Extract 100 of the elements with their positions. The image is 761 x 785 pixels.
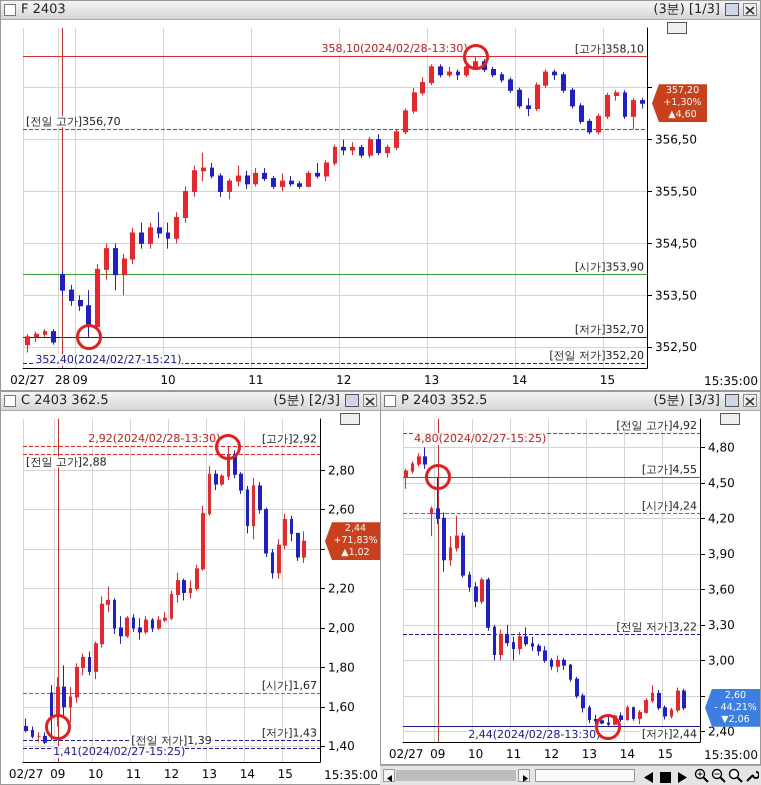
ref-line-label: [전일 저가]1,39: [131, 734, 212, 748]
candlestick: [306, 170, 311, 187]
candlestick: [556, 655, 560, 673]
candlestick: [43, 328, 47, 338]
candlestick: [486, 577, 490, 632]
x-tick-label: 10: [160, 373, 176, 387]
annotation: 2,92(2024/02/28-13:30): [88, 432, 220, 445]
x-tick-label: 11: [248, 373, 264, 387]
candlestick: [442, 512, 446, 572]
candlestick: [436, 476, 440, 525]
x-tick-label: 12: [544, 747, 560, 761]
candlestick: [626, 704, 629, 722]
annotation: 4,80(2024/02/27-15:25): [414, 432, 546, 446]
x-tick-label: 10: [468, 747, 484, 761]
candlestick: [245, 170, 250, 190]
candlestick: [113, 598, 116, 634]
y-tick-label: 353,50: [655, 288, 697, 302]
candlestick: [341, 139, 346, 156]
candlestick: [183, 186, 188, 224]
candlestick: [106, 586, 110, 613]
candlestick: [113, 242, 118, 291]
candlestick: [220, 474, 224, 487]
candlestick: [333, 144, 337, 166]
price-tag: 357,20 +1,30% ▲4,60: [652, 84, 707, 122]
candlestick: [640, 98, 645, 109]
candlestick: [455, 516, 459, 552]
candlestick: [614, 90, 619, 102]
x-tick-label: 13: [424, 373, 440, 387]
candlestick: [429, 64, 434, 86]
candlestick: [632, 706, 635, 722]
candlestick: [189, 580, 192, 599]
x-tick-label: 14: [512, 373, 528, 387]
x-tick-label: 02/27: [388, 747, 424, 761]
candlestick: [239, 472, 243, 494]
candlestick: [581, 692, 585, 713]
candlestick: [25, 334, 30, 353]
candlestick: [88, 651, 91, 676]
x-tick-label: 14: [240, 767, 255, 781]
y-tick-label: 1,80: [328, 660, 355, 674]
candlestick: [227, 446, 230, 481]
candlestick: [60, 271, 65, 296]
candlestick: [100, 596, 104, 648]
candlestick: [252, 478, 255, 540]
candlestick: [376, 134, 381, 156]
candlestick: [561, 72, 566, 94]
candlestick: [596, 113, 601, 135]
candlestick: [594, 714, 598, 725]
candlestick: [218, 172, 223, 198]
candlestick: [499, 629, 503, 661]
candlestick: [447, 66, 452, 78]
chart-subtitle: (5분) [2/3]: [273, 392, 340, 410]
candlestick: [543, 69, 548, 88]
candlestick: [280, 172, 285, 192]
candlestick: [69, 686, 72, 724]
candlestick: [493, 624, 496, 661]
candlestick: [302, 530, 306, 564]
candlestick: [456, 69, 460, 80]
candlestick: [31, 726, 34, 739]
candlestick: [359, 144, 364, 158]
candlestick: [531, 636, 534, 652]
candlestick: [208, 466, 211, 516]
candlestick: [575, 676, 579, 699]
chart-subtitle: (5분) [3/3]: [653, 392, 720, 410]
candlestick: [350, 142, 355, 156]
candlestick: [43, 732, 47, 745]
candlestick: [95, 264, 100, 327]
ref-line-label: [전일 저가]352,20: [549, 348, 644, 362]
candlestick: [512, 636, 515, 661]
x-tick-label: 15: [278, 767, 293, 781]
candlestick: [588, 704, 591, 724]
x-tick-label: 12: [164, 767, 180, 781]
candlestick: [139, 222, 144, 250]
ref-line-label: [시가]353,90: [574, 260, 644, 274]
candlestick: [682, 688, 686, 711]
candlestick: [176, 572, 180, 603]
candlestick: [75, 662, 79, 704]
candlestick: [86, 290, 91, 338]
candlestick: [62, 664, 66, 718]
ref-line-label: [전일 고가]2,88: [26, 455, 107, 468]
ref-line-label: [고가]4,55: [642, 462, 697, 476]
price-tag: 2,44 +71,83% ▲1,02: [325, 522, 380, 560]
x-tick-label: 11: [506, 747, 522, 761]
candlestick: [404, 468, 408, 490]
candlestick: [151, 618, 154, 632]
candlestick: [283, 513, 287, 550]
candlestick: [500, 72, 504, 84]
candlestick: [385, 144, 390, 158]
candlestick: [638, 710, 642, 725]
x-tick-label: 09: [430, 747, 446, 761]
candlestick: [552, 69, 557, 80]
y-tick-label: 352,50: [655, 340, 697, 354]
annotation: 1,41(2024/02/27-15:25): [53, 745, 186, 758]
candlestick: [296, 532, 300, 562]
candlestick: [51, 328, 56, 346]
candlestick: [508, 76, 513, 94]
y-tick-label: 2,80: [328, 463, 355, 478]
candlestick: [420, 76, 425, 96]
ref-line-label: [저가]352,70: [574, 322, 644, 336]
text: 15:35:00: [704, 748, 758, 762]
y-tick-label: 4,20: [708, 511, 735, 526]
